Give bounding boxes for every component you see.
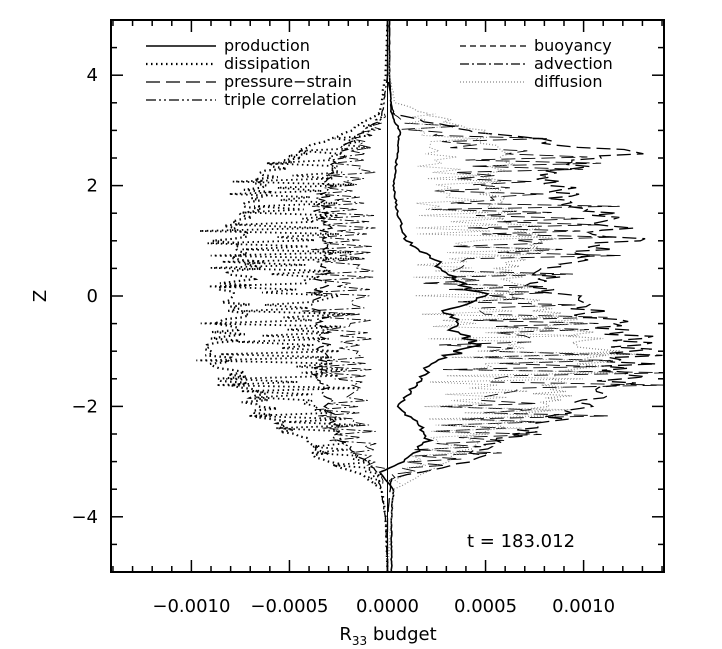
x-tick-label: −0.0010 [152,596,230,617]
x-axis-title: R33 budget [339,624,436,648]
series-line-dotted [201,20,389,572]
legend-label: production [224,36,310,55]
legend-label: diffusion [534,72,602,91]
y-tick-label: 0 [87,286,98,307]
legend: productiondissipationpressure−straintrip… [146,36,613,109]
y-tick-label: 4 [87,65,98,86]
y-tick-label: −2 [71,396,98,417]
x-tick-label: 0.0010 [552,596,615,617]
series-line-finedot [386,20,621,572]
series-oscillation-dashdot [302,113,386,484]
x-axis-title-subscript: 33 [352,634,367,648]
y-axis-title: Z [30,290,51,302]
x-tick-label: 0.0000 [356,596,419,617]
x-tick-label: 0.0005 [454,596,517,617]
y-tick-labels: −4 −2 0 2 4 [71,65,98,528]
legend-label: pressure−strain [224,72,352,91]
series-line-dashdot [310,20,389,572]
y-tick-label: 2 [87,176,98,197]
x-axis-title-suffix: budget [367,624,437,645]
x-axis-title-main: R [339,624,352,645]
noise-traces [196,113,664,485]
legend-label: dissipation [224,54,310,73]
x-tick-labels: −0.0010 −0.0005 0.0000 0.0005 0.0010 [152,596,615,617]
series-lines [201,20,663,572]
legend-label: advection [534,54,613,73]
axis-ticks [111,19,664,573]
x-tick-label: −0.0005 [250,596,328,617]
legend-label: triple correlation [224,90,357,109]
y-tick-label: −4 [71,507,98,528]
series-line-longdash [386,20,663,572]
time-annotation: t = 183.012 [467,531,575,552]
series-line-solid [378,20,490,572]
legend-label: buoyancy [534,36,612,55]
series-oscillation-dotted [196,113,384,485]
